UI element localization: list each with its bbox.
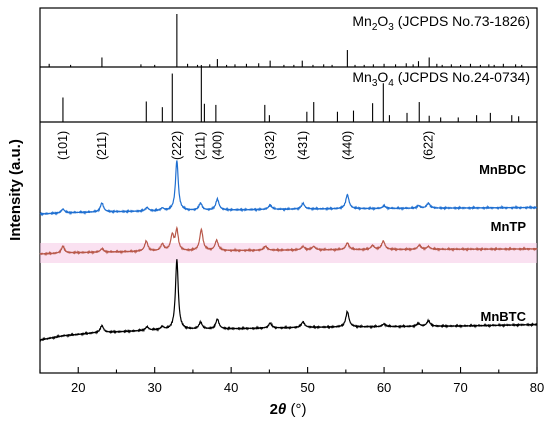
mntp-highlight-band [40, 243, 537, 263]
peak-label-5: (332) [263, 131, 277, 160]
x-axis-title: 2θ (°) [270, 401, 307, 418]
series-line-mnbdc [39, 160, 538, 217]
peak-label-6: (431) [296, 131, 310, 160]
x-tick-label-80: 80 [530, 380, 544, 395]
series-line-mnbtc [39, 259, 538, 342]
peak-label-4: (400) [210, 131, 224, 160]
reference-lines-mn3o4 [62, 65, 520, 122]
y-axis-title: Intensity (a.u.) [7, 139, 24, 241]
series-label-mntp: MnTP [491, 219, 527, 234]
x-tick-label-40: 40 [224, 380, 238, 395]
series-label-mnbtc: MnBTC [481, 309, 527, 324]
x-tick-label-20: 20 [71, 380, 85, 395]
peak-labels: (101) (211) (222) (211) (400) (332) (431) (440)… [56, 131, 435, 160]
peak-label-3: (211) [194, 132, 208, 160]
series-line-mntp [39, 225, 538, 257]
peak-label-2: (222) [170, 131, 184, 160]
x-tick-label-30: 30 [147, 380, 161, 395]
peak-label-8: (622) [421, 131, 435, 160]
x-tick-label-50: 50 [300, 380, 314, 395]
reference-lines-mn2o3 [48, 14, 523, 67]
x-axis: 20 30 40 50 60 70 80 [39, 367, 544, 395]
peak-label-7: (440) [340, 131, 354, 160]
x-tick-label-60: 60 [377, 380, 391, 395]
peak-label-1: (211) [95, 132, 109, 160]
series-label-mnbdc: MnBDC [479, 162, 527, 177]
reference-label-mn2o3: Mn2O3 (JCPDS No.73-1826) [352, 13, 530, 33]
x-tick-label-70: 70 [453, 380, 467, 395]
reference-label-mn3o4: Mn3O4 (JCPDS No.24-0734) [352, 69, 530, 89]
series-lines [39, 160, 538, 342]
plot-frame [39, 7, 538, 374]
peak-label-0: (101) [56, 131, 70, 160]
